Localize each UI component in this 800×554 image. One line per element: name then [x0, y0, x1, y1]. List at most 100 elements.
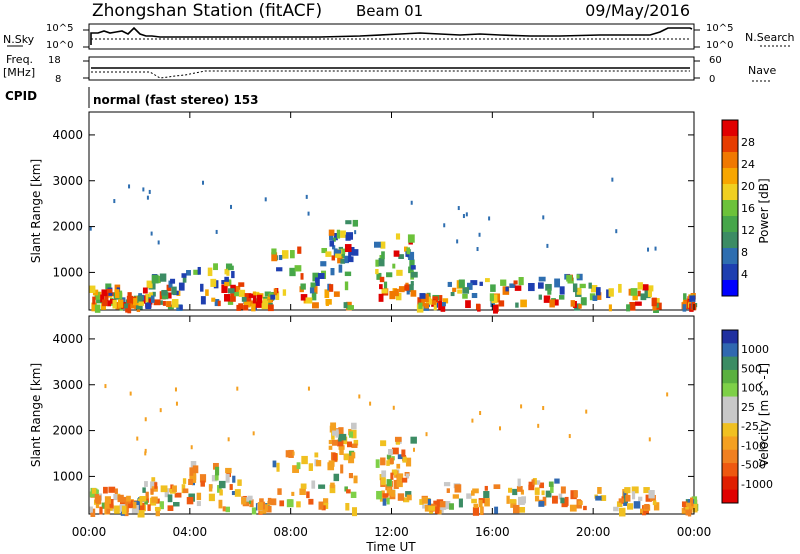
velocity-cbar-label: Velocity [m s^-1]	[757, 363, 771, 467]
echo-cell	[339, 447, 344, 455]
echo-cell	[233, 285, 241, 293]
colorbar-frame	[721, 119, 739, 297]
echo-cell	[145, 491, 149, 499]
echo-cell	[576, 274, 580, 279]
echo-cell	[637, 282, 643, 290]
echo-cell	[281, 250, 289, 259]
echo-cell	[106, 508, 111, 514]
echo-cell	[218, 499, 223, 509]
echo-cell	[92, 289, 99, 296]
echo-cell	[114, 289, 120, 299]
echo-cell	[205, 289, 209, 296]
echo-cell	[330, 268, 335, 276]
colorbar-swatch	[722, 120, 738, 137]
echo-cell	[410, 290, 417, 297]
echo-cell	[642, 284, 649, 291]
echo-cell	[264, 296, 271, 302]
echo-cell	[545, 283, 552, 291]
echo-cell	[90, 508, 96, 517]
echo-cell	[89, 491, 96, 498]
echo-cell	[402, 456, 407, 463]
echo-cell	[541, 490, 545, 496]
echo-cell	[449, 503, 454, 510]
y-tick-label: 2000	[52, 424, 83, 438]
colorbar-swatch	[722, 330, 738, 344]
echo-cell	[344, 281, 349, 291]
echo-cell	[422, 496, 428, 504]
colorbar-swatch	[722, 216, 738, 233]
echo-cell	[404, 284, 410, 291]
echo-cell	[580, 297, 587, 306]
echo-cell	[494, 506, 499, 514]
echo-cell	[315, 277, 320, 286]
echo-cell	[124, 503, 129, 510]
echo-cell	[344, 453, 349, 461]
echo-cell	[351, 443, 358, 448]
echo-cell	[375, 268, 379, 275]
echo-cell	[260, 501, 266, 510]
echo-cell	[512, 504, 520, 514]
echo-cell	[432, 296, 439, 303]
echo-cell	[386, 487, 392, 496]
echo-cell	[393, 479, 399, 489]
echo-cell	[151, 496, 158, 503]
echo-cell	[570, 300, 575, 307]
echo-cell	[186, 270, 191, 276]
echo-cell	[161, 289, 168, 296]
echo-cell	[685, 508, 693, 514]
echo-cell	[348, 249, 352, 258]
echo-cell	[476, 247, 479, 252]
echo-cell	[151, 486, 158, 492]
echo-cell	[246, 499, 252, 504]
echo-cell	[471, 292, 478, 299]
y-tick-label: 3000	[52, 174, 83, 188]
echo-cell	[396, 463, 401, 469]
echo-cell	[398, 286, 405, 293]
echo-cell	[257, 502, 263, 511]
echo-cell	[532, 478, 537, 485]
echo-cell	[263, 504, 268, 512]
echo-cell	[394, 288, 399, 297]
echo-cell	[289, 250, 295, 259]
echo-cell	[466, 493, 472, 499]
echo-cell	[380, 457, 386, 466]
time-tick-label: 16:00	[475, 525, 510, 539]
freq-tick-low: 8	[55, 74, 61, 85]
echo-cell	[182, 488, 189, 494]
echo-cell	[117, 494, 124, 502]
echo-cell	[174, 387, 177, 392]
echo-cell	[345, 502, 350, 511]
echo-cell	[640, 293, 647, 301]
echo-cell	[379, 284, 383, 290]
echo-cell	[137, 295, 143, 303]
echo-cell	[354, 230, 357, 235]
echo-cell	[214, 466, 220, 476]
echo-cell	[135, 303, 143, 310]
echo-cell	[113, 199, 116, 204]
nave-tick-high: 60	[709, 55, 722, 66]
echo-cell	[386, 479, 392, 487]
echo-cell	[92, 296, 96, 305]
echo-cell	[596, 292, 602, 300]
echo-cell	[348, 256, 354, 263]
echo-cell	[500, 279, 507, 286]
echo-cell	[483, 491, 490, 499]
echo-cell	[518, 496, 525, 505]
echo-cell	[393, 250, 400, 257]
echo-cell	[234, 291, 239, 297]
colorbar-tick-label: 16	[741, 202, 755, 215]
echo-cell	[422, 293, 429, 303]
echo-cell	[217, 300, 221, 307]
echo-cell	[294, 265, 302, 272]
echo-cell	[330, 422, 337, 431]
echo-cell	[170, 484, 174, 489]
echo-cell	[148, 298, 153, 305]
echo-cell	[114, 488, 118, 495]
echo-cell	[638, 496, 643, 501]
echo-cell	[509, 499, 517, 504]
echo-cell	[227, 437, 230, 442]
echo-cell	[151, 274, 159, 284]
nsearch-tick-low: 10^0	[706, 40, 733, 51]
power-cbar-label: Power [dB]	[757, 178, 771, 243]
echo-cell	[397, 493, 405, 501]
